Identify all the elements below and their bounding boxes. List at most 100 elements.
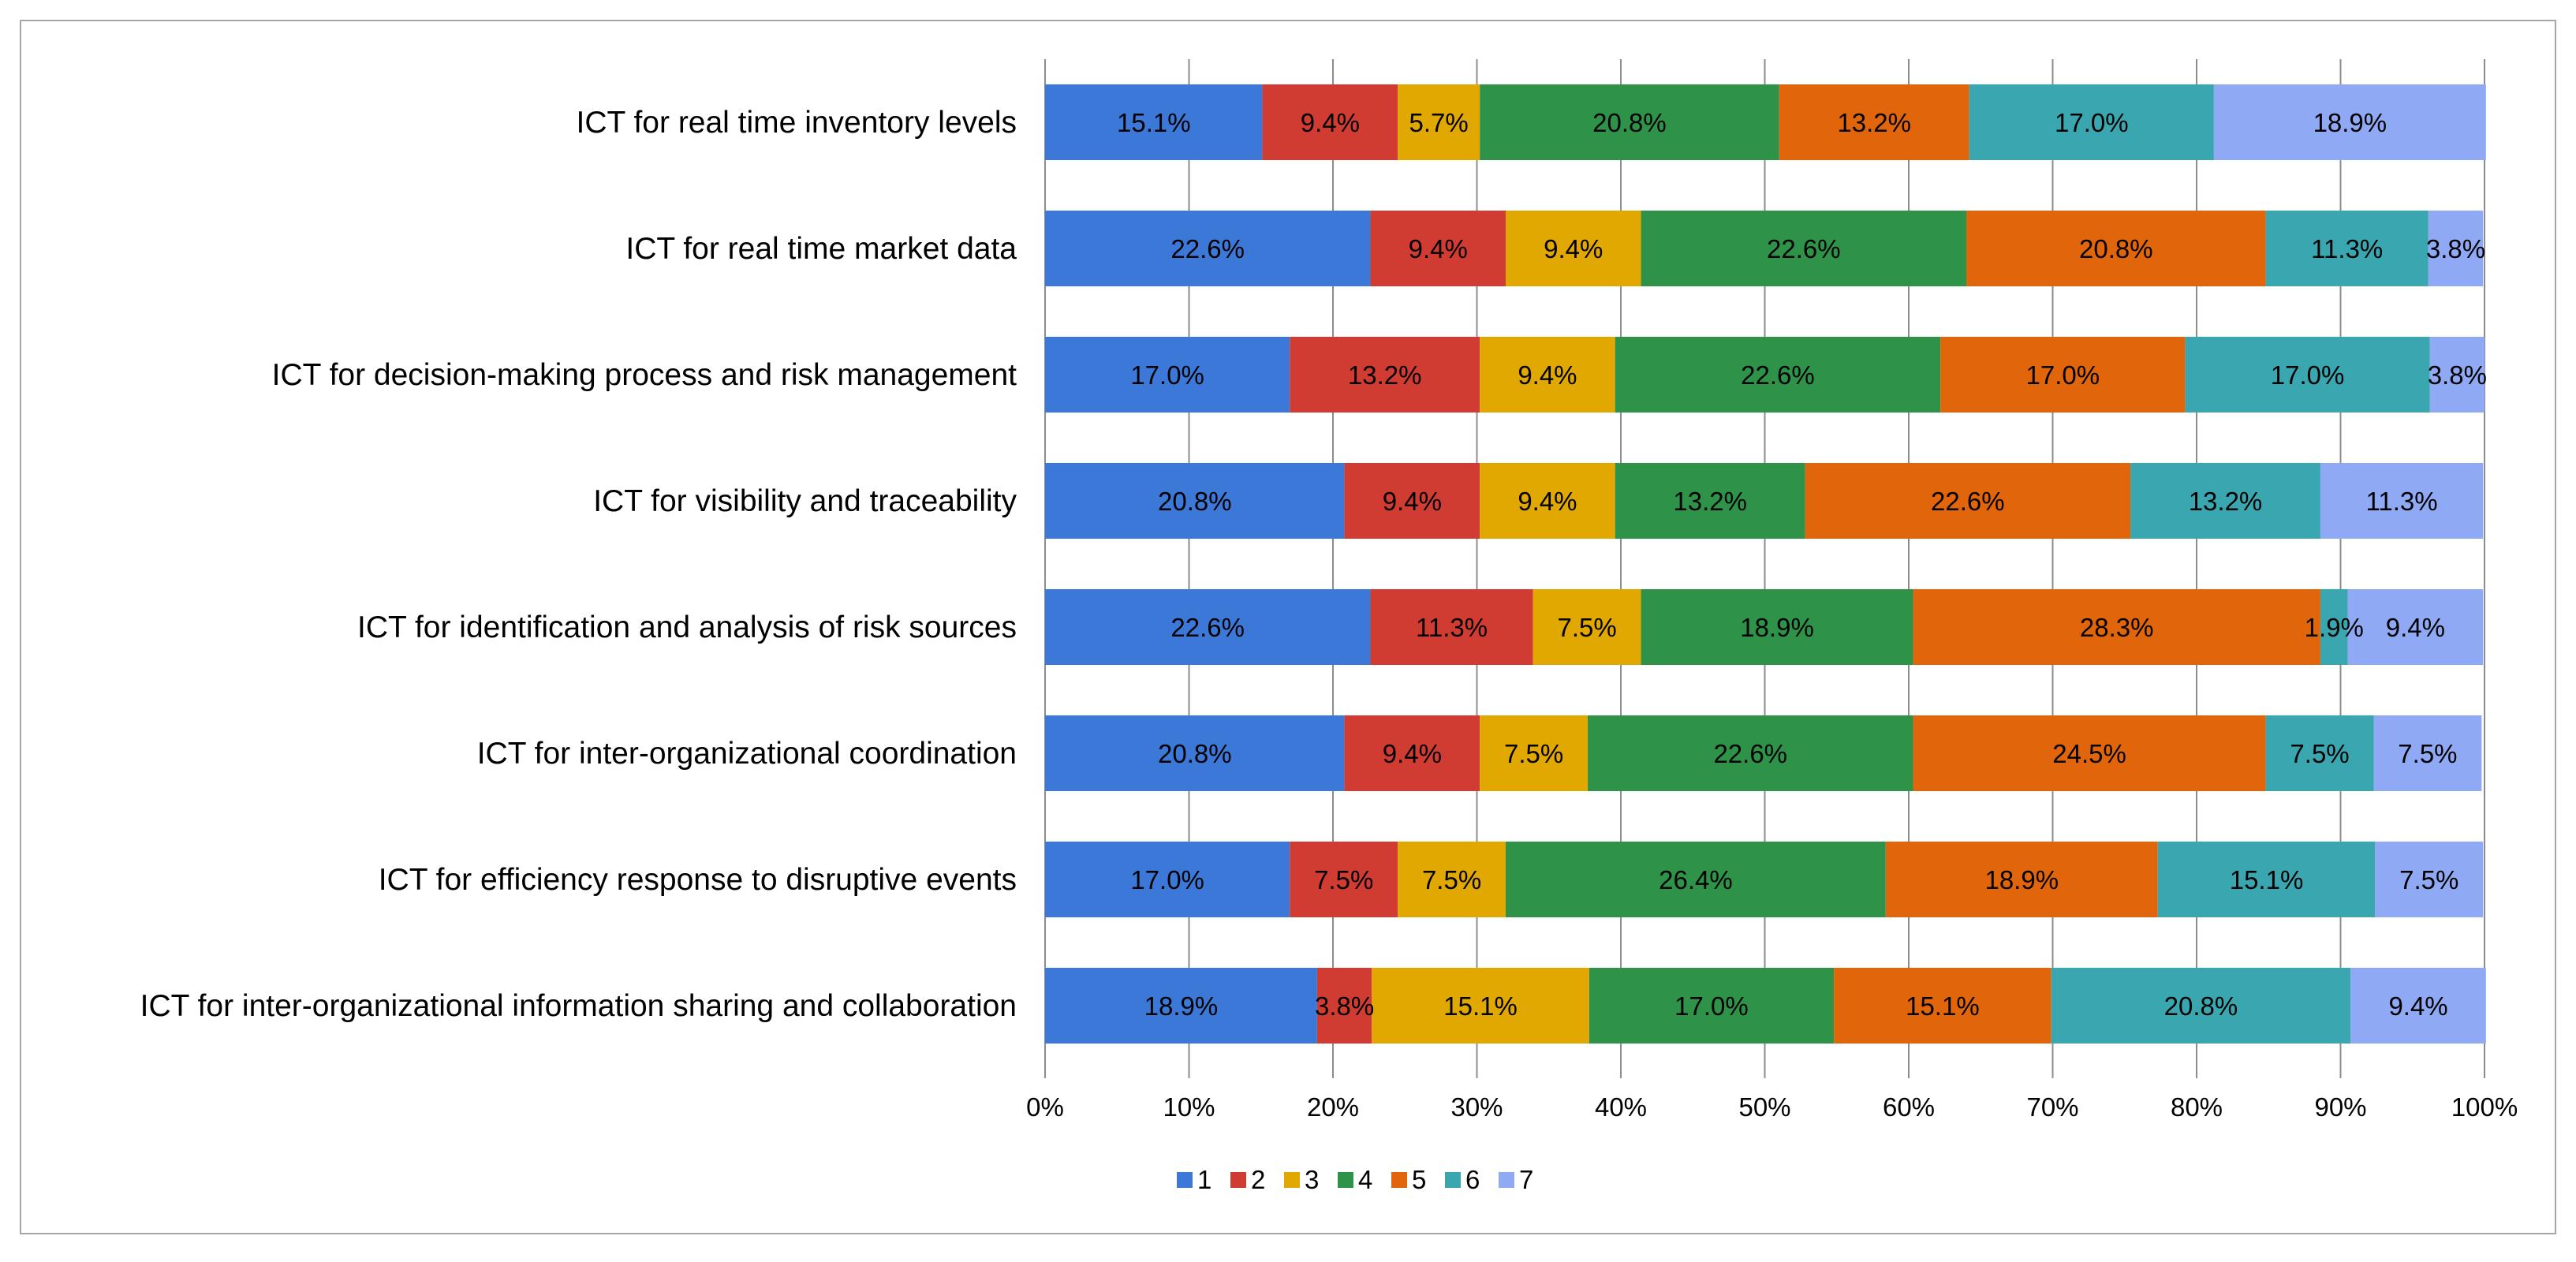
data-label: 18.9% xyxy=(1740,613,1814,642)
data-label: 18.9% xyxy=(1984,865,2059,894)
bar-segment xyxy=(1370,589,1533,665)
data-label: 17.0% xyxy=(1130,360,1204,390)
bar-segment xyxy=(2373,715,2482,791)
bar-segment xyxy=(1506,842,1886,917)
x-tick-label: 60% xyxy=(1883,1092,1935,1122)
x-tick-label: 100% xyxy=(2451,1092,2518,1122)
bar-segment xyxy=(1045,589,1371,665)
bar-segment xyxy=(1805,463,2131,539)
bar-segment xyxy=(2265,211,2429,286)
data-label: 7.5% xyxy=(1558,613,1617,642)
data-label: 22.6% xyxy=(1767,234,1841,263)
bar-segment xyxy=(1966,211,2266,286)
data-label: 22.6% xyxy=(1741,360,1815,390)
data-label: 9.4% xyxy=(1301,108,1360,137)
data-label: 13.2% xyxy=(1673,487,1747,516)
x-tick-label: 70% xyxy=(2026,1092,2078,1122)
data-label: 9.4% xyxy=(1544,234,1603,263)
category-label: ICT for decision-making process and risk… xyxy=(272,358,1017,392)
legend-label: 4 xyxy=(1358,1165,1372,1194)
legend-label: 7 xyxy=(1519,1165,1533,1194)
legend-label: 6 xyxy=(1465,1165,1480,1194)
data-label: 17.0% xyxy=(2055,108,2129,137)
x-tick-label: 30% xyxy=(1450,1092,1503,1122)
bar-segment xyxy=(1262,84,1398,160)
bar-segment xyxy=(2429,337,2485,413)
bar-segment xyxy=(1533,589,1641,665)
data-label: 18.9% xyxy=(2313,108,2387,137)
bar-segment xyxy=(2347,589,2484,665)
bar-segment xyxy=(1480,337,1615,413)
x-tick-label: 80% xyxy=(2171,1092,2223,1122)
category-label: ICT for efficiency response to disruptiv… xyxy=(379,863,1017,897)
bar-segment xyxy=(1316,968,1372,1044)
bar-segment xyxy=(1344,715,1480,791)
data-label: 9.4% xyxy=(1518,487,1577,516)
bar-segment xyxy=(1913,589,2320,665)
bar-segment xyxy=(2157,842,2376,917)
legend-label: 5 xyxy=(1412,1165,1426,1194)
bar-segment xyxy=(1589,968,1835,1044)
data-label: 20.8% xyxy=(1158,739,1232,768)
category-label: ICT for identification and analysis of r… xyxy=(357,610,1017,644)
legend-label: 3 xyxy=(1305,1165,1319,1194)
category-label: ICT for visibility and traceability xyxy=(593,484,1017,518)
data-label: 7.5% xyxy=(2290,739,2349,768)
legend-label: 2 xyxy=(1251,1165,1265,1194)
data-label: 3.8% xyxy=(2426,234,2485,263)
data-label: 9.4% xyxy=(1518,360,1577,390)
bar-segment xyxy=(1344,463,1480,539)
data-label: 17.0% xyxy=(2025,360,2100,390)
data-label: 22.6% xyxy=(1170,234,1245,263)
data-label: 7.5% xyxy=(1504,739,1563,768)
data-label: 7.5% xyxy=(1422,865,1481,894)
category-label: ICT for real time market data xyxy=(625,232,1017,266)
data-label: 13.2% xyxy=(1348,360,1422,390)
legend-swatch xyxy=(1230,1172,1246,1188)
bar-segment xyxy=(1480,715,1589,791)
bar-segment xyxy=(2051,968,2351,1044)
bar-segment xyxy=(1779,84,1969,160)
bar-segment xyxy=(1290,337,1480,413)
bar-segment xyxy=(1641,211,1966,286)
bar-segment xyxy=(1940,337,2186,413)
data-label: 5.7% xyxy=(1409,108,1469,137)
bar-segment xyxy=(1480,84,1779,160)
bar-segment xyxy=(2428,211,2484,286)
legend: 1 2 3 4 5 6 7 xyxy=(1177,1165,1533,1194)
bar-segment xyxy=(1372,968,1589,1044)
data-label: 20.8% xyxy=(2079,234,2153,263)
category-label: ICT for inter-organizational coordinatio… xyxy=(477,737,1017,771)
data-labels: 15.1% 9.4% 5.7% 20.8% 13.2% 17.0% 18.9% 22.6% 9.… xyxy=(1117,108,2487,1021)
data-label: 17.0% xyxy=(2271,360,2345,390)
bar-segment xyxy=(1834,968,2051,1044)
bar-segment xyxy=(2375,842,2484,917)
data-label: 3.8% xyxy=(2428,360,2487,390)
data-label: 24.5% xyxy=(2052,739,2126,768)
x-tick-label: 50% xyxy=(1738,1092,1790,1122)
bar-segment xyxy=(2350,968,2486,1044)
bar-segment xyxy=(1615,337,1941,413)
data-label: 20.8% xyxy=(1158,487,1232,516)
legend-swatch xyxy=(1338,1172,1353,1188)
legend-swatch xyxy=(1445,1172,1461,1188)
legend-swatch xyxy=(1391,1172,1407,1188)
legend-swatch xyxy=(1177,1172,1193,1188)
bar-segment xyxy=(1615,463,1805,539)
data-label: 7.5% xyxy=(1314,865,1373,894)
x-tick-label: 40% xyxy=(1595,1092,1647,1122)
data-label: 3.8% xyxy=(1315,991,1374,1021)
data-label: 11.3% xyxy=(2366,487,2438,516)
data-label: 13.2% xyxy=(1837,108,1911,137)
data-label: 17.0% xyxy=(1674,991,1749,1021)
data-label: 13.2% xyxy=(2189,487,2263,516)
data-label: 9.4% xyxy=(2388,991,2447,1021)
bar-segment xyxy=(1045,337,1290,413)
bar-segment xyxy=(1969,84,2214,160)
bar-segment xyxy=(1506,211,1641,286)
bar-segment xyxy=(1398,842,1506,917)
category-label: ICT for inter-organizational information… xyxy=(140,989,1017,1023)
data-label: 11.3% xyxy=(1416,613,1488,642)
x-tick-label: 0% xyxy=(1026,1092,1064,1122)
